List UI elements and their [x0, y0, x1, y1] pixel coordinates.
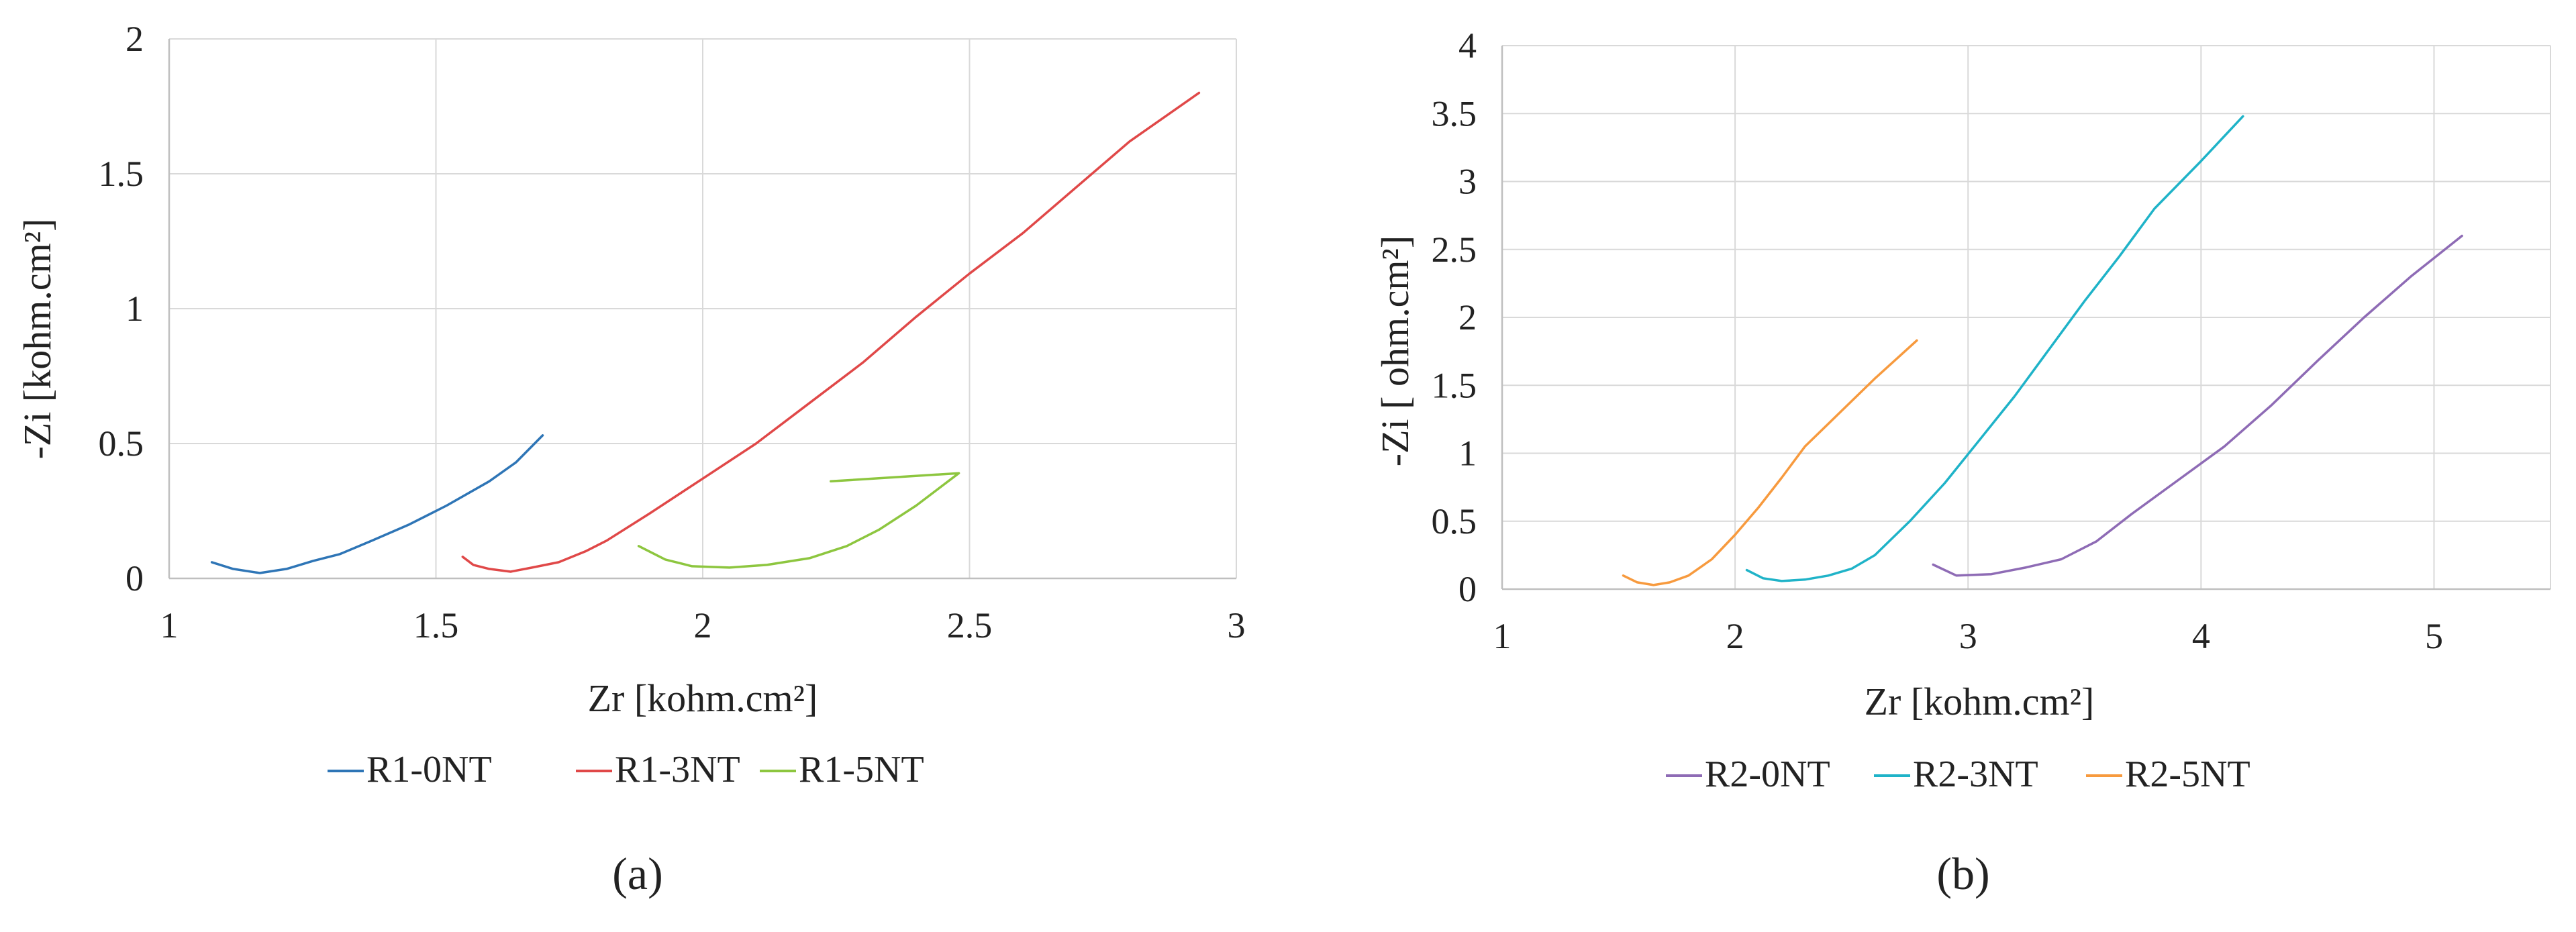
series-line-r2-3nt	[1745, 115, 2244, 582]
y-axis-title: -Zi [kohm.cm²]	[15, 219, 59, 460]
x-tick-label: 1.5	[413, 605, 459, 645]
legend-label: R1-5NT	[799, 749, 924, 790]
x-axis-title: Zr [kohm.cm²]	[588, 676, 818, 720]
y-axis-title: -Zi [ ohm.cm²]	[1373, 236, 1417, 466]
y-tick-label: 1.5	[1432, 365, 1477, 405]
chart-panel-b: 1 2 3 4 5 0 0.5 1 1.5 2 2.5 3 3.5 4 Zr [kohm.cm²] -Zi […	[1373, 25, 2551, 899]
y-tick-label: 2.5	[1432, 229, 1477, 270]
x-tick-label: 2	[694, 605, 712, 645]
y-tick-label: 3	[1458, 162, 1477, 202]
series-line-r1-5nt	[637, 472, 960, 569]
x-tick-label: 4	[2192, 616, 2210, 656]
chart-panel-a: 1 1.5 2 2.5 3 0 0.5 1 1.5 2 Zr [kohm.cm²] -Zi [kohm…	[15, 19, 1246, 899]
x-tick-label: 5	[2425, 616, 2443, 656]
x-tick-label: 3	[1228, 605, 1246, 645]
y-tick-label: 1.5	[99, 154, 144, 194]
y-tick-label: 2	[126, 19, 144, 59]
legend-label: R2-3NT	[1913, 754, 2038, 795]
series-line-r1-0nt	[210, 434, 544, 574]
x-tick-label: 1	[1493, 616, 1512, 656]
legend-label: R1-3NT	[615, 749, 740, 790]
series-line-r2-0nt	[1932, 234, 2463, 577]
x-tick-label: 2	[1726, 616, 1744, 656]
y-tick-label: 0.5	[1432, 501, 1477, 541]
panel-label: (b)	[1936, 848, 1989, 899]
y-tick-label: 4	[1458, 25, 1477, 66]
legend-label: R2-0NT	[1705, 754, 1830, 795]
x-tick-label: 3	[1959, 616, 1977, 656]
x-tick-label: 1	[160, 605, 179, 645]
y-tick-label: 0	[1458, 569, 1477, 609]
x-axis-title: Zr [kohm.cm²]	[1865, 680, 2095, 723]
series-line-r1-3nt	[461, 91, 1201, 573]
y-tick-label: 1	[1458, 433, 1477, 474]
x-tick-label: 2.5	[947, 605, 993, 645]
series-line-r2-5nt	[1622, 339, 1918, 586]
legend-label: R2-5NT	[2125, 754, 2250, 795]
y-tick-label: 0.5	[99, 423, 144, 464]
panel-label: (a)	[612, 848, 662, 899]
y-tick-label: 0	[126, 558, 144, 599]
y-tick-label: 3.5	[1432, 93, 1477, 134]
legend-label: R1-0NT	[366, 749, 492, 790]
y-tick-label: 2	[1458, 297, 1477, 338]
y-tick-label: 1	[126, 289, 144, 329]
